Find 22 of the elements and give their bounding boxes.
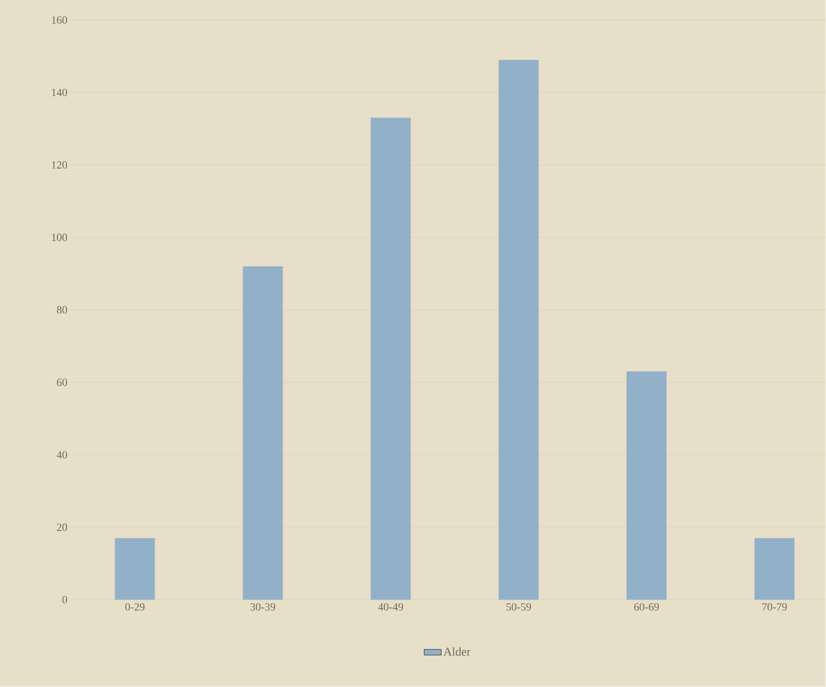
y-tick-label: 20	[56, 524, 68, 532]
y-tick-label: 60	[56, 378, 68, 386]
y-tick-label: 80	[56, 306, 68, 314]
x-tick-label: 0-29	[125, 603, 145, 611]
legend-label: Alder	[443, 648, 470, 656]
bar	[754, 538, 794, 600]
y-tick-label: 140	[52, 88, 68, 96]
y-tick-label: 40	[56, 451, 68, 459]
y-tick-label: 100	[52, 234, 68, 242]
x-tick-label: 30-39	[250, 603, 276, 611]
bar	[242, 266, 283, 600]
x-tick-label: 70-79	[762, 603, 787, 611]
x-tick-label: 40-49	[378, 603, 404, 611]
bar	[370, 118, 411, 600]
bar	[114, 538, 155, 600]
bar	[626, 372, 667, 600]
x-tick-label: 60-69	[634, 603, 659, 611]
y-tick-label: 0	[62, 596, 68, 604]
bar	[498, 60, 539, 600]
y-tick-label: 120	[52, 161, 68, 169]
x-tick-label: 50-59	[506, 603, 531, 611]
y-tick-label: 160	[52, 16, 68, 24]
